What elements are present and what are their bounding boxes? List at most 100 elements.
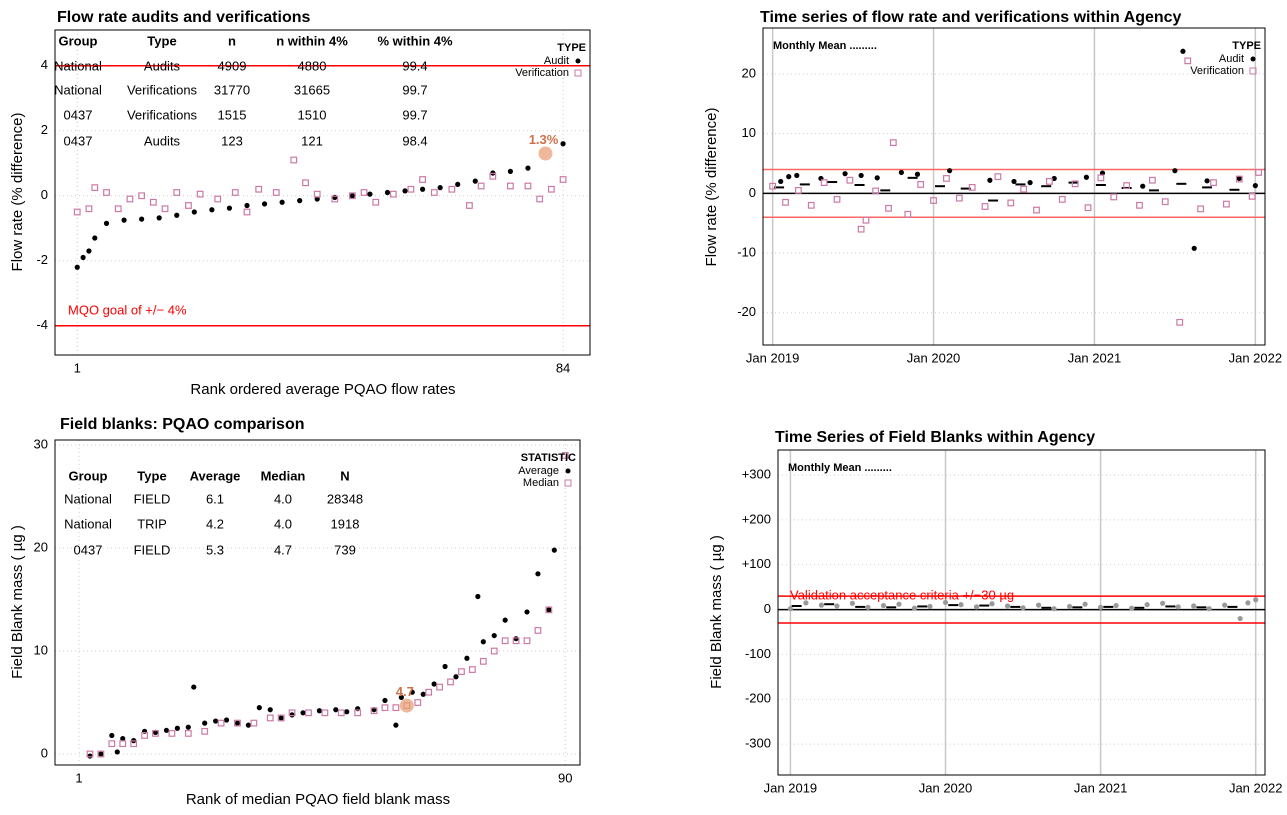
point — [477, 182, 485, 190]
y-axis-label: Flow rate (% difference) — [9, 113, 26, 272]
point — [958, 602, 964, 608]
point — [266, 714, 274, 722]
table-cell: 1510 — [298, 107, 327, 122]
table-cell: Verifications — [127, 107, 198, 122]
y-tick-label: -200 — [745, 691, 771, 706]
point — [904, 210, 912, 218]
point — [1206, 606, 1212, 612]
point — [942, 599, 949, 606]
legend-marker — [575, 58, 581, 64]
point — [1020, 605, 1026, 611]
point — [1097, 174, 1105, 182]
point — [185, 202, 192, 209]
point — [87, 753, 93, 759]
point — [1148, 176, 1156, 184]
point — [1035, 602, 1042, 608]
point — [331, 195, 339, 203]
table-cell: 4.7 — [274, 542, 292, 557]
x-tick-label: 1 — [74, 360, 81, 375]
point — [794, 172, 800, 179]
x-tick-label: 84 — [556, 360, 570, 375]
point — [947, 168, 953, 174]
point — [914, 171, 921, 177]
point — [289, 712, 295, 718]
point — [455, 181, 461, 187]
point — [300, 710, 306, 716]
x-tick-label: Jan 2022 — [1229, 350, 1283, 365]
plot-frame — [777, 449, 1266, 776]
point — [419, 176, 426, 183]
point — [507, 168, 513, 174]
point — [442, 663, 448, 670]
table-cell: 123 — [221, 133, 243, 148]
point — [313, 190, 321, 198]
table-cell: 5.3 — [206, 542, 224, 557]
point — [1110, 193, 1118, 201]
y-tick-label: 2 — [41, 122, 48, 137]
point — [468, 666, 476, 673]
x-axis-label: Rank ordered average PQAO flow rates — [190, 381, 455, 398]
point — [490, 647, 498, 655]
point — [834, 603, 840, 609]
x-tick-label: Jan 2022 — [1229, 780, 1283, 795]
y-tick-label: 20 — [34, 540, 48, 555]
point — [475, 593, 481, 600]
point — [217, 719, 225, 727]
table-header: Group — [59, 33, 98, 48]
point — [1180, 48, 1186, 54]
point — [419, 186, 426, 192]
point — [987, 177, 993, 183]
table-cell: 98.4 — [402, 133, 427, 148]
point — [524, 609, 530, 615]
point — [545, 606, 553, 614]
table-cell: Audits — [144, 133, 181, 148]
point — [1248, 192, 1256, 200]
point — [917, 181, 925, 188]
point — [267, 707, 273, 713]
point — [185, 724, 191, 730]
y-tick-label: +200 — [742, 511, 771, 526]
point — [168, 729, 176, 737]
point — [466, 202, 473, 209]
point — [231, 189, 239, 196]
point — [501, 637, 509, 645]
point — [857, 225, 865, 233]
point — [849, 600, 856, 606]
point — [502, 617, 508, 623]
y-tick-label: 0 — [41, 745, 48, 760]
y-tick-label: 30 — [34, 437, 48, 452]
point — [1051, 175, 1057, 182]
legend-marker — [1250, 56, 1256, 62]
y-tick-label: 0 — [764, 601, 771, 616]
highlight-label: 4.7 — [396, 684, 414, 699]
point — [1084, 204, 1092, 212]
point — [559, 176, 567, 183]
point — [447, 678, 454, 686]
table-cell: 121 — [301, 133, 323, 148]
point — [889, 139, 897, 147]
chart-title: Field blanks: PQAO comparison — [60, 416, 305, 433]
point — [290, 156, 298, 164]
note: Validation acceptance criteria +/−30 µg — [790, 587, 1014, 602]
legend-label: Average — [518, 465, 559, 477]
point — [560, 141, 566, 147]
point — [103, 189, 110, 196]
point — [1253, 597, 1259, 603]
point — [279, 199, 285, 205]
point — [392, 704, 400, 712]
point — [213, 718, 219, 724]
point — [1191, 603, 1197, 609]
point — [92, 235, 98, 241]
point — [512, 637, 520, 645]
point — [820, 179, 828, 187]
point — [862, 216, 870, 224]
point — [968, 183, 976, 191]
point — [1204, 178, 1210, 184]
point — [202, 720, 208, 726]
point — [337, 709, 345, 717]
point — [121, 217, 127, 223]
table-cell: 1918 — [331, 516, 360, 531]
point — [535, 571, 541, 577]
table-cell: 1515 — [218, 107, 247, 122]
